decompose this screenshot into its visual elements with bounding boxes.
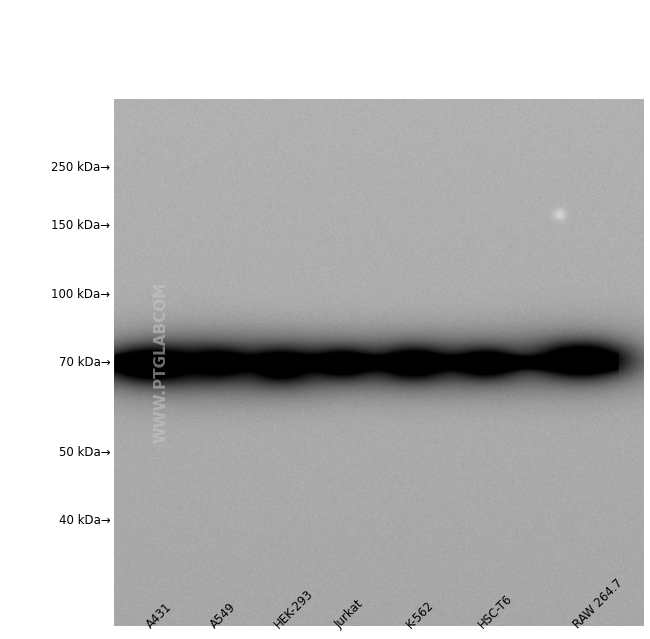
Text: HSC-T6: HSC-T6 — [475, 592, 515, 631]
Text: K-562: K-562 — [404, 599, 437, 631]
Text: RAW 264.7: RAW 264.7 — [571, 577, 625, 631]
Text: 70 kDa→: 70 kDa→ — [58, 356, 110, 369]
Text: 50 kDa→: 50 kDa→ — [59, 446, 110, 459]
Text: WWW.PTGLABCOM: WWW.PTGLABCOM — [154, 282, 169, 443]
Text: A431: A431 — [144, 601, 175, 631]
Text: HEK-293: HEK-293 — [272, 587, 315, 631]
Text: A549: A549 — [208, 601, 239, 631]
Text: 150 kDa→: 150 kDa→ — [51, 219, 110, 232]
Text: 250 kDa→: 250 kDa→ — [51, 161, 110, 174]
Text: 100 kDa→: 100 kDa→ — [51, 288, 110, 300]
Text: 40 kDa→: 40 kDa→ — [58, 514, 110, 527]
Text: Jurkat: Jurkat — [332, 598, 366, 631]
